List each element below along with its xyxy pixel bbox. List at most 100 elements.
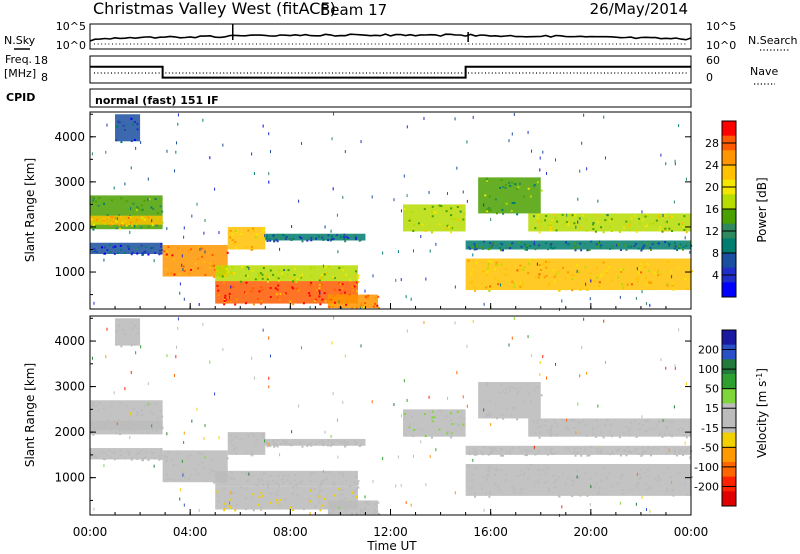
velocity-cell <box>551 453 554 456</box>
power-cell <box>434 211 437 214</box>
power-cell <box>668 242 671 245</box>
power-speckle <box>202 118 204 122</box>
velocity-cell <box>644 420 647 423</box>
velocity-cell <box>550 433 553 436</box>
velocity-cell <box>345 479 348 482</box>
velocity-cell <box>685 447 688 450</box>
power-cell <box>536 181 539 184</box>
power-cell <box>120 197 123 200</box>
velocity-cell <box>514 387 517 390</box>
power-cell <box>154 198 157 201</box>
velocity-cell <box>571 483 574 486</box>
velocity-cell <box>225 475 228 478</box>
power-speckle <box>395 278 397 282</box>
power-speckle <box>179 291 181 295</box>
power-speckle <box>268 180 270 184</box>
velocity-cell <box>450 432 453 435</box>
velocity-speckle <box>673 405 675 409</box>
power-cell <box>494 242 497 245</box>
power-cell <box>545 266 548 269</box>
velocity-cell <box>334 507 337 510</box>
velocity-cell <box>319 484 322 487</box>
velocity-cell <box>589 477 592 480</box>
colorbar-swatch <box>722 194 736 210</box>
velocity-cell <box>638 422 641 425</box>
velocity-cell <box>456 410 459 413</box>
power-cell <box>280 237 283 240</box>
velocity-cell <box>136 453 139 456</box>
velocity-cell <box>620 476 623 479</box>
velocity-speckle <box>301 346 303 350</box>
velocity-cell <box>280 442 283 445</box>
power-cell <box>690 270 693 273</box>
power-cell <box>523 266 526 269</box>
velocity-cell <box>459 415 462 418</box>
velocity-cell <box>338 487 341 490</box>
velocity-cell <box>276 494 279 497</box>
velocity-cell <box>538 478 541 481</box>
power-cell <box>103 246 106 249</box>
power-speckle <box>268 237 270 241</box>
power-cell <box>636 280 639 283</box>
velocity-cell <box>92 433 95 436</box>
velocity-cell <box>586 494 589 497</box>
velocity-cell <box>547 466 550 469</box>
velocity-cell <box>103 423 106 426</box>
velocity-cell <box>657 421 660 424</box>
velocity-cell <box>504 388 507 391</box>
velocity-cell <box>373 508 376 511</box>
velocity-cell <box>584 448 587 451</box>
velocity-cell <box>332 483 335 486</box>
velocity-cell <box>225 473 228 476</box>
power-cell <box>292 303 295 306</box>
velocity-cell <box>246 471 249 474</box>
velocity-cell <box>500 469 503 472</box>
velocity-cell <box>551 447 554 450</box>
power-cell <box>137 246 140 249</box>
power-cell <box>310 236 313 239</box>
velocity-cell <box>224 504 227 507</box>
velocity-cell <box>109 456 112 459</box>
power-cell <box>272 234 275 237</box>
power-speckle <box>324 225 326 229</box>
power-cell <box>160 245 163 248</box>
power-cell <box>536 216 539 219</box>
power-speckle <box>364 289 366 293</box>
power-cell <box>98 197 101 200</box>
power-cell <box>95 222 98 225</box>
velocity-cell <box>263 471 266 474</box>
power-cell <box>592 228 595 231</box>
power-cell <box>110 199 113 202</box>
power-cell <box>229 236 232 239</box>
velocity-cell <box>284 498 287 501</box>
power-speckle <box>420 235 422 239</box>
power-cell <box>277 277 280 280</box>
power-cell <box>539 220 542 223</box>
power-speckle <box>508 139 510 143</box>
power-cell <box>644 225 647 228</box>
velocity-speckle <box>403 379 405 383</box>
velocity-cell <box>584 472 587 475</box>
x-tick-label: 00:00 <box>674 525 709 539</box>
velocity-speckle <box>405 500 407 504</box>
velocity-cell <box>666 488 669 491</box>
power-speckle <box>456 166 458 170</box>
power-speckle <box>425 277 427 281</box>
velocity-cell <box>357 480 360 483</box>
velocity-cell <box>485 492 488 495</box>
power-cell <box>610 230 613 233</box>
power-cell <box>657 242 660 245</box>
power-cell <box>298 236 301 239</box>
velocity-cell <box>116 329 119 332</box>
velocity-cell <box>341 472 344 475</box>
power-cell <box>245 246 248 249</box>
velocity-cell <box>229 435 232 438</box>
power-cell <box>261 289 264 292</box>
colorbar-tick-label: 12 <box>705 225 719 238</box>
velocity-cell <box>224 500 227 503</box>
power-cell <box>161 248 164 251</box>
velocity-cell <box>625 425 628 428</box>
velocity-speckle <box>420 440 422 444</box>
velocity-cell <box>292 443 295 446</box>
